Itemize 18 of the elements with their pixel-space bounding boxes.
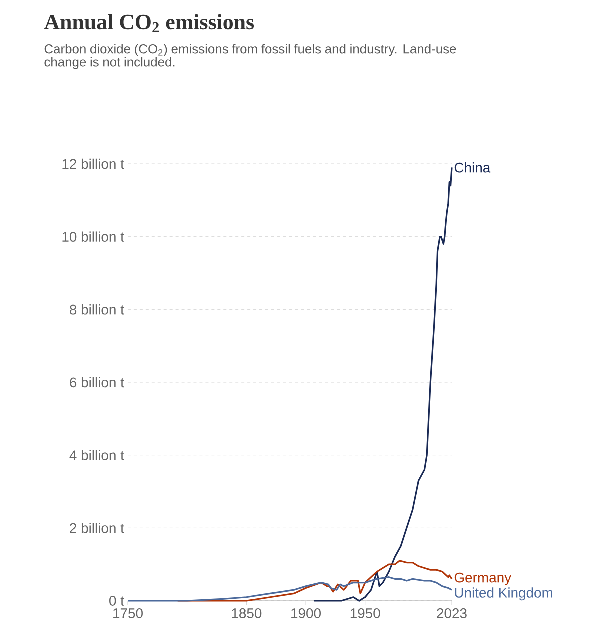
y-tick-label: 4 billion t bbox=[70, 450, 124, 460]
y-tick-label: 6 billion t bbox=[70, 377, 124, 388]
y-tick-label: 10 billion t bbox=[62, 232, 124, 242]
line-series bbox=[127, 576, 453, 602]
x-tick-label: 1750 bbox=[114, 608, 143, 618]
y-tick-label: 12 billion t bbox=[62, 158, 124, 170]
chart-subtitle: Carbon dioxide (CO$_{2}$) emissions from fossil fuels and industry. Land-use change is not included. bbox=[44, 44, 456, 70]
x-tick-label: 2023 bbox=[437, 608, 467, 618]
x-tick-label: 1850 bbox=[232, 608, 262, 618]
x-tick-label: 1900 bbox=[292, 608, 321, 618]
y-tick-label: 8 billion t bbox=[70, 304, 124, 315]
x-tick-label: 1950 bbox=[350, 608, 380, 618]
y-tick-label: 0 t bbox=[110, 596, 124, 606]
series-label: United Kingdom bbox=[455, 588, 552, 601]
chart-title: Annual CO$_{2}$ emissions bbox=[44, 14, 254, 33]
series-label: China bbox=[454, 162, 491, 173]
series-label: Germany bbox=[454, 572, 512, 586]
y-tick-label: 2 billion t bbox=[70, 523, 124, 534]
